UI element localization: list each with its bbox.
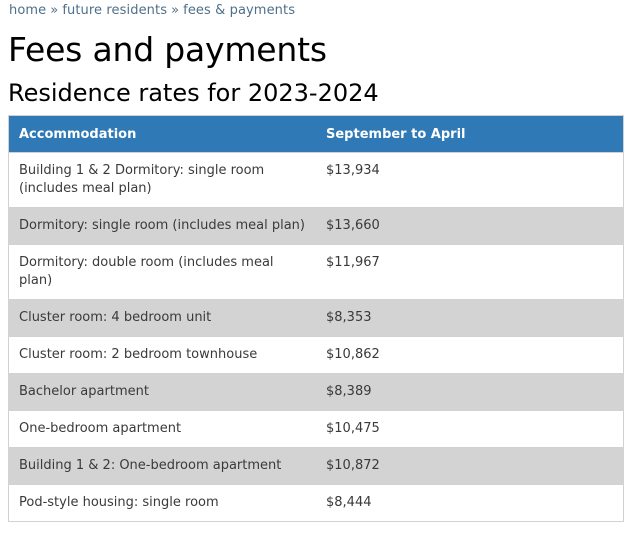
rate-cell: $10,475: [316, 410, 624, 448]
table-row: One-bedroom apartment $10,475: [8, 410, 624, 448]
column-header-september-to-april: September to April: [316, 115, 624, 153]
rate-cell: $8,353: [316, 299, 624, 337]
table-row: Pod-style housing: single room $8,444: [8, 484, 624, 522]
breadcrumb-link-home[interactable]: home: [9, 3, 47, 18]
table-row: Building 1 & 2: One-bedroom apartment $1…: [8, 447, 624, 485]
breadcrumb-separator: »: [171, 3, 180, 18]
rate-cell: $13,934: [316, 152, 624, 208]
rate-cell: $11,967: [316, 244, 624, 300]
rate-cell: $8,389: [316, 373, 624, 411]
table-row: Cluster room: 2 bedroom townhouse $10,86…: [8, 336, 624, 374]
breadcrumb-separator: »: [50, 3, 59, 18]
breadcrumb: home» future residents» fees & payments: [9, 3, 295, 18]
table-row: Building 1 & 2 Dormitory: single room (i…: [8, 152, 624, 208]
table-row: Cluster room: 4 bedroom unit $8,353: [8, 299, 624, 337]
rate-cell: $13,660: [316, 207, 624, 245]
accommodation-cell: Pod-style housing: single room: [8, 484, 316, 522]
table-row: Dormitory: single room (includes meal pl…: [8, 207, 624, 245]
accommodation-cell: Dormitory: single room (includes meal pl…: [8, 207, 316, 245]
column-header-accommodation: Accommodation: [8, 115, 316, 153]
section-title: Residence rates for 2023-2024: [8, 79, 379, 107]
accommodation-cell: Cluster room: 4 bedroom unit: [8, 299, 316, 337]
accommodation-cell: Dormitory: double room (includes meal pl…: [8, 244, 316, 300]
accommodation-cell: Building 1 & 2 Dormitory: single room (i…: [8, 152, 316, 208]
table-row: Bachelor apartment $8,389: [8, 373, 624, 411]
accommodation-cell: Building 1 & 2: One-bedroom apartment: [8, 447, 316, 485]
accommodation-cell: One-bedroom apartment: [8, 410, 316, 448]
breadcrumb-link-fees-payments[interactable]: fees & payments: [183, 3, 296, 18]
table-header-row: Accommodation September to April: [8, 115, 624, 153]
breadcrumb-link-future-residents[interactable]: future residents: [62, 3, 168, 18]
residence-rates-table: Accommodation September to April Buildin…: [8, 115, 624, 522]
page-title: Fees and payments: [8, 30, 327, 69]
rate-cell: $10,862: [316, 336, 624, 374]
rate-cell: $8,444: [316, 484, 624, 522]
table-row: Dormitory: double room (includes meal pl…: [8, 244, 624, 300]
rate-cell: $10,872: [316, 447, 624, 485]
accommodation-cell: Cluster room: 2 bedroom townhouse: [8, 336, 316, 374]
accommodation-cell: Bachelor apartment: [8, 373, 316, 411]
